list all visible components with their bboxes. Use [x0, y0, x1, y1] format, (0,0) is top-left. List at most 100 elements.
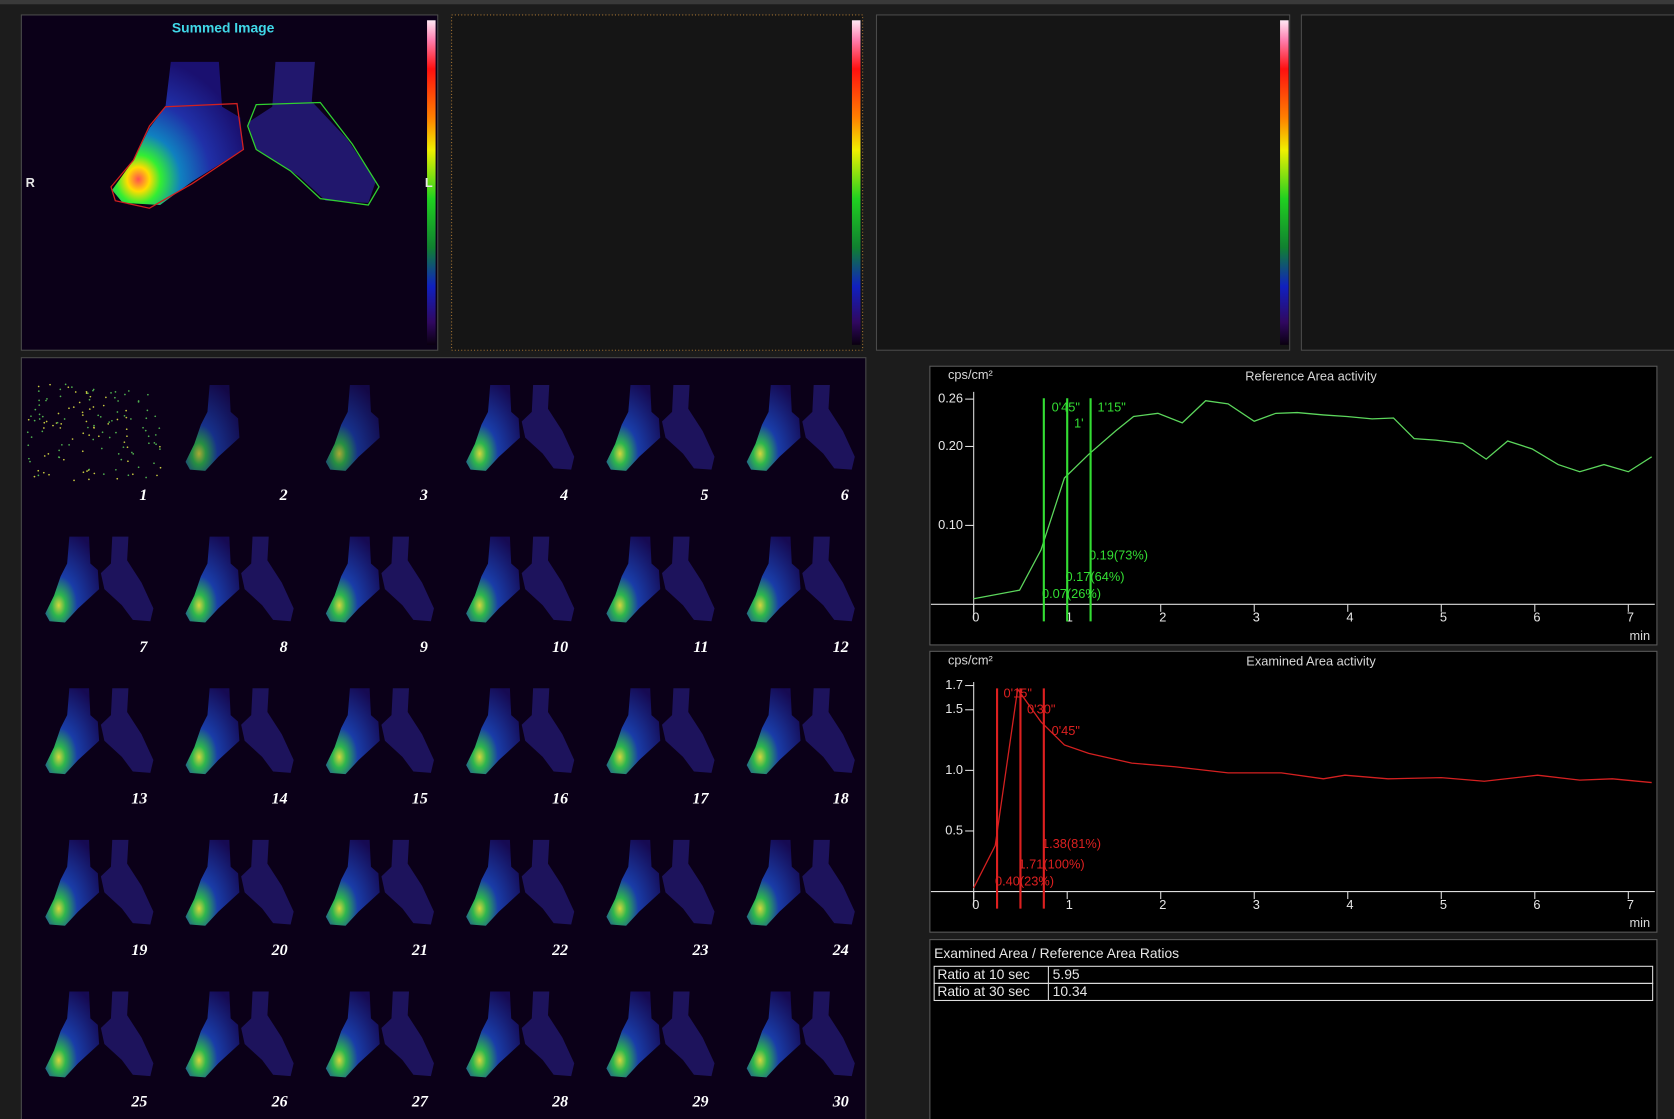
- noise-dot: [41, 430, 43, 432]
- noise-dot: [124, 441, 126, 443]
- noise-dot: [93, 473, 95, 475]
- ratio-title: Examined Area / Reference Area Ratios: [934, 945, 1179, 961]
- noise-dot: [75, 391, 77, 393]
- noise-dot: [154, 442, 156, 444]
- y-axis-label: cps/cm²: [948, 652, 994, 667]
- noise-dot: [28, 458, 30, 460]
- noise-dot: [120, 459, 122, 461]
- noise-dot: [114, 397, 116, 399]
- noise-dot: [158, 427, 160, 429]
- x-tick-label: 0: [972, 897, 979, 912]
- noise-dot: [117, 411, 119, 413]
- noise-dot: [154, 415, 156, 417]
- noise-dot: [39, 418, 41, 420]
- noise-dot: [42, 416, 44, 418]
- noise-dot: [130, 418, 132, 420]
- x-tick-label: 4: [1346, 610, 1353, 625]
- noise-dot: [65, 384, 67, 386]
- noise-dot: [48, 453, 50, 455]
- x-tick-label: 1: [1066, 897, 1073, 912]
- frame-number: 23: [691, 942, 708, 959]
- ratio-value: 5.95: [1053, 966, 1080, 982]
- noise-dot: [132, 453, 134, 455]
- frame-number: 7: [139, 639, 148, 656]
- frame-number: 28: [551, 1094, 568, 1111]
- noise-dot: [86, 470, 88, 472]
- y-tick-label: 0.10: [938, 517, 963, 532]
- x-tick-label: 3: [1253, 897, 1260, 912]
- noise-dot: [155, 434, 157, 436]
- frame-number: 17: [692, 790, 709, 807]
- noise-dot: [87, 427, 89, 429]
- noise-dot: [110, 392, 112, 394]
- noise-dot: [118, 453, 120, 455]
- noise-dot: [58, 456, 60, 458]
- noise-dot: [147, 394, 149, 396]
- marker-label: 0'45": [1052, 399, 1080, 414]
- noise-dot: [34, 420, 36, 422]
- frame-number: 13: [131, 790, 147, 807]
- noise-dot: [44, 455, 46, 457]
- x-tick-label: 0: [972, 610, 979, 625]
- noise-dot: [38, 390, 40, 392]
- frame-number: 22: [551, 942, 568, 959]
- noise-dot: [89, 399, 91, 401]
- frames-panel: [21, 358, 865, 1119]
- noise-dot: [29, 461, 31, 463]
- noise-dot: [82, 411, 84, 413]
- noise-dot: [68, 407, 70, 409]
- frame-number: 11: [693, 639, 708, 656]
- noise-dot: [86, 391, 88, 393]
- noise-dot: [64, 418, 66, 420]
- chart-title: Examined Area activity: [1246, 653, 1376, 668]
- noise-dot: [138, 466, 140, 468]
- noise-dot: [71, 386, 73, 388]
- marker-value: 0.07(26%): [1042, 586, 1101, 601]
- noise-dot: [124, 394, 126, 396]
- noise-dot: [156, 475, 158, 477]
- noise-dot: [68, 444, 70, 446]
- noise-dot: [31, 436, 33, 438]
- noise-dot: [30, 415, 32, 417]
- frame-number: 6: [841, 487, 849, 504]
- frame-number: 21: [411, 942, 428, 959]
- marker-value: 0.17(64%): [1065, 569, 1124, 584]
- marker-label: 1': [1074, 415, 1084, 430]
- noise-dot: [90, 396, 92, 398]
- noise-dot: [72, 438, 74, 440]
- y-tick-label: 0.26: [938, 390, 963, 405]
- summed-title: Summed Image: [172, 19, 275, 35]
- noise-dot: [123, 446, 125, 448]
- noise-dot: [127, 460, 129, 462]
- frame-number: 27: [411, 1094, 429, 1111]
- noise-dot: [28, 419, 30, 421]
- noise-dot: [138, 401, 140, 403]
- color-bar: [852, 20, 861, 345]
- x-tick-label: 4: [1346, 897, 1353, 912]
- x-tick-label: 5: [1440, 897, 1447, 912]
- noise-dot: [117, 400, 119, 402]
- noise-dot: [93, 425, 95, 427]
- frame-number: 10: [552, 639, 568, 656]
- marker-label: 0'30": [1027, 701, 1055, 716]
- noise-dot: [97, 414, 99, 416]
- side-label: L: [425, 175, 433, 190]
- noise-dot: [61, 444, 63, 446]
- marker-value: 1.71(100%): [1018, 856, 1084, 871]
- noise-dot: [86, 421, 88, 423]
- empty-panel: [877, 15, 1290, 350]
- x-tick-label: 5: [1440, 610, 1447, 625]
- y-axis-label: cps/cm²: [948, 367, 994, 382]
- noise-dot: [160, 467, 162, 469]
- y-tick-label: 0.20: [938, 438, 963, 453]
- noise-dot: [63, 459, 65, 461]
- frame-number: 15: [412, 790, 428, 807]
- noise-dot: [103, 473, 105, 475]
- ratio-label: Ratio at 10 sec: [937, 966, 1030, 982]
- noise-dot: [59, 389, 61, 391]
- frame-number: 8: [280, 639, 288, 656]
- noise-dot: [27, 444, 29, 446]
- noise-dot: [126, 428, 128, 430]
- noise-dot: [126, 417, 128, 419]
- marker-label: 0'15": [1004, 685, 1032, 700]
